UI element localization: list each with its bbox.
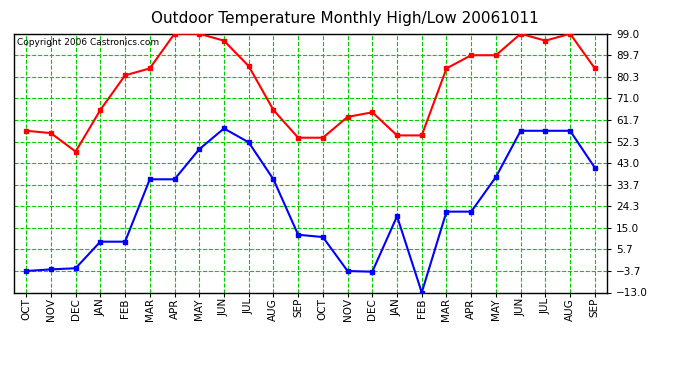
Text: Outdoor Temperature Monthly High/Low 20061011: Outdoor Temperature Monthly High/Low 200… xyxy=(151,11,539,26)
Text: Copyright 2006 Castronics.com: Copyright 2006 Castronics.com xyxy=(17,38,159,46)
